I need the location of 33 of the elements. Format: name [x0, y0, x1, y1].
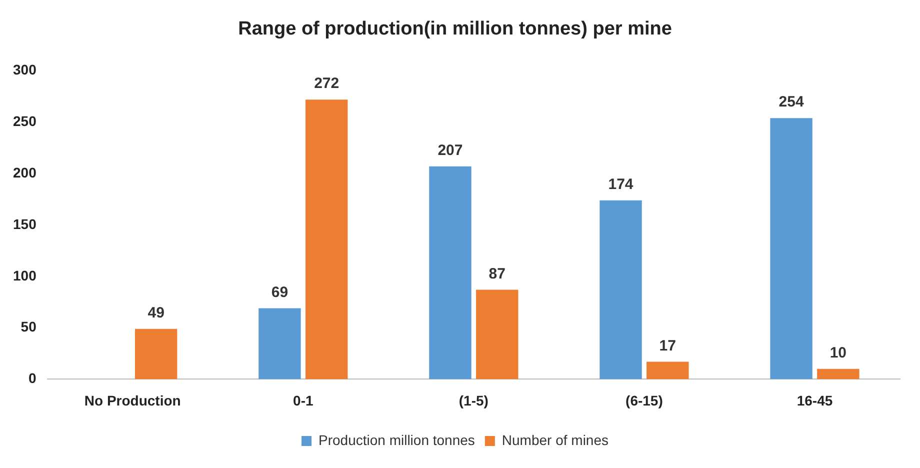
x-tick-label: (6-15): [626, 392, 663, 408]
y-tick-label: 200: [13, 164, 37, 180]
chart-title: Range of production(in million tonnes) per mine: [238, 18, 672, 40]
data-label: 254: [778, 94, 804, 111]
bar: [476, 290, 518, 380]
data-label: 49: [148, 304, 164, 322]
data-label: 174: [608, 176, 634, 193]
y-tick-label: 250: [13, 113, 37, 130]
bar: [305, 100, 348, 380]
y-tick-label: 150: [13, 216, 37, 232]
legend-label: Number of mines: [502, 432, 609, 448]
x-tick-label: (1-5): [458, 392, 488, 408]
x-tick-label: No Production: [84, 392, 181, 408]
y-tick-label: 100: [13, 267, 37, 284]
legend-label: Production million tonnes: [318, 432, 475, 448]
data-label: 207: [438, 142, 463, 160]
x-tick-label: 0-1: [293, 392, 314, 408]
y-tick-label: 0: [28, 370, 37, 386]
bar: [134, 328, 178, 380]
bar: [429, 166, 472, 380]
data-label: 17: [659, 337, 676, 354]
data-label: 272: [314, 75, 340, 92]
data-label: 10: [830, 344, 847, 362]
bar: [258, 308, 301, 380]
data-label: 87: [488, 265, 506, 282]
bar: [817, 368, 860, 380]
x-tick-label: 16-45: [796, 392, 833, 408]
data-label: 69: [271, 284, 288, 301]
bar: [770, 118, 812, 380]
y-tick-label: 50: [20, 318, 37, 335]
y-tick-label: 300: [13, 62, 37, 78]
bar: [646, 362, 689, 380]
bar: [600, 200, 642, 380]
